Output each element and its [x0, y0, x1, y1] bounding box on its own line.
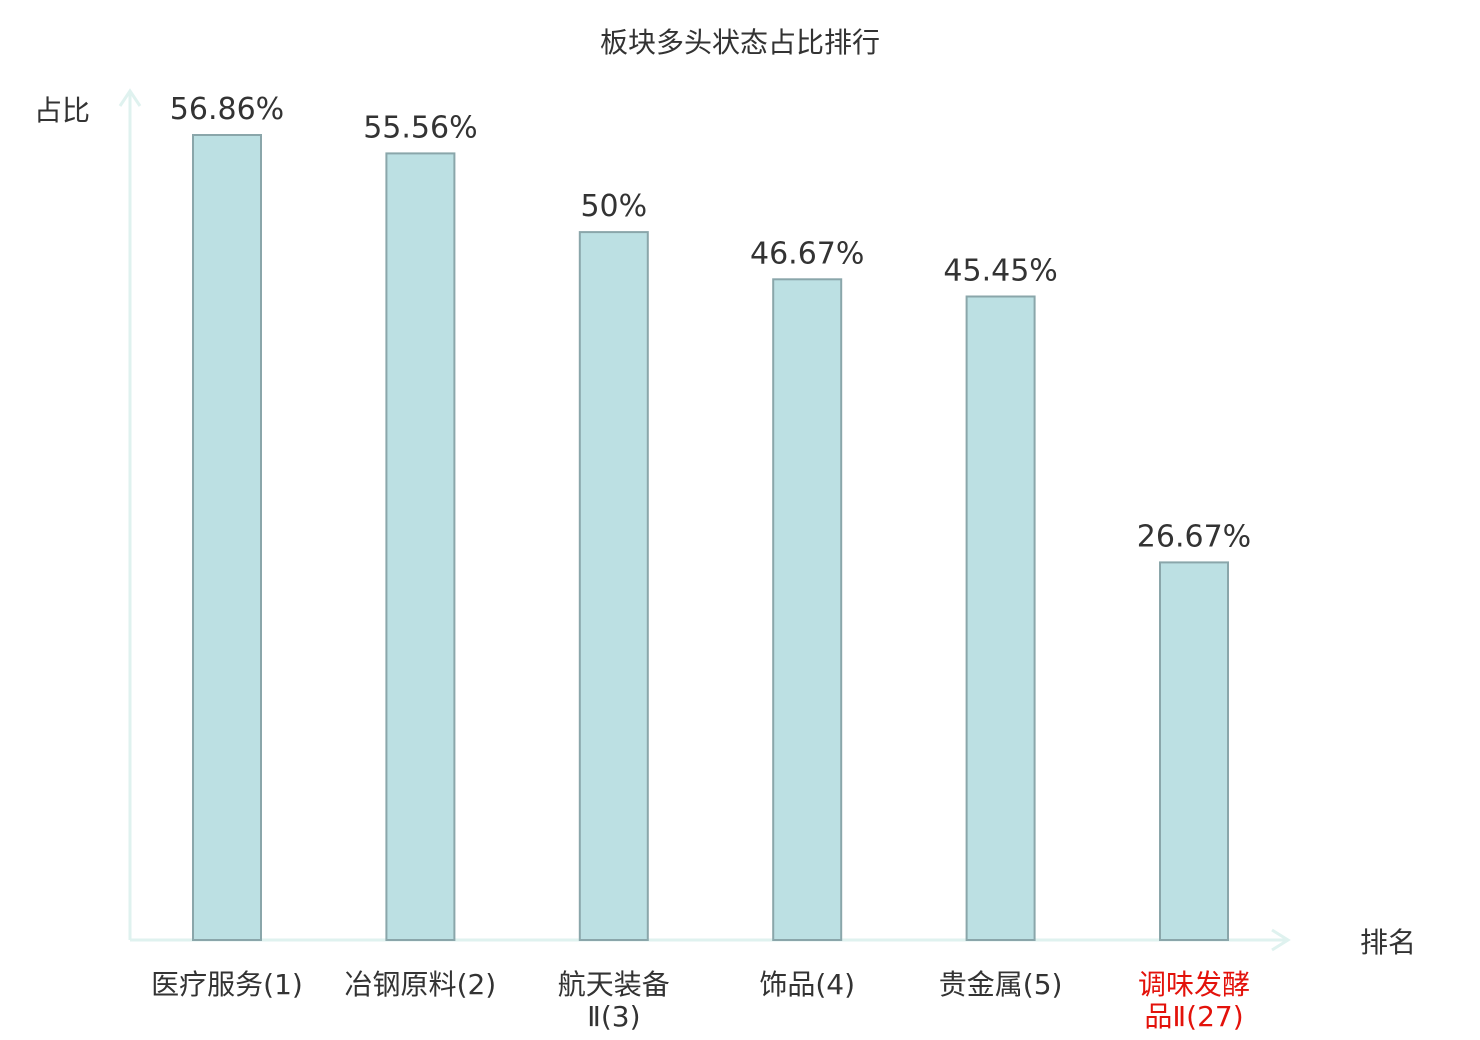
bar-value-label: 50%	[580, 189, 647, 224]
bars-group: 56.86% 医疗服务(1) 55.56% 冶钢原料(2) 50% 航天装备 Ⅱ(3) 46.…	[151, 92, 1251, 1033]
chart-title: 板块多头状态占比排行	[600, 26, 880, 59]
category-label-part: (5)	[1023, 968, 1063, 1001]
bar-value-label: 55.56%	[363, 110, 477, 145]
x-axis-arrow	[1271, 928, 1291, 952]
category-label-line: Ⅱ(3)	[587, 1000, 640, 1033]
bar	[578, 231, 649, 942]
bar-value-label: 45.45%	[943, 254, 1057, 289]
y-axis-title: 占比	[34, 94, 90, 127]
category-label-part: 饰品	[759, 968, 815, 1001]
x-axis-title: 排名	[1360, 926, 1416, 959]
bar	[385, 152, 456, 941]
category-label-part: (2)	[457, 968, 497, 1001]
bar-value-label: 26.67%	[1137, 519, 1251, 554]
bar	[772, 278, 843, 941]
category-label: 医疗服务(1)	[151, 968, 303, 1001]
bar	[965, 295, 1036, 941]
category-label-part: 医疗服务	[151, 968, 263, 1001]
category-label-part: 贵金属	[939, 968, 1023, 1001]
category-label-part: (1)	[263, 968, 303, 1001]
category-label-line: 调味发酵	[1138, 968, 1250, 1001]
category-label-line: 航天装备	[558, 968, 670, 1001]
y-axis-arrow	[118, 88, 142, 107]
bar	[192, 134, 262, 941]
category-label: 冶钢原料(2)	[345, 968, 497, 1001]
category-label: 调味发酵品Ⅱ(27)	[1138, 968, 1250, 1033]
category-label: 航天装备 Ⅱ(3)	[558, 968, 670, 1033]
category-label-line: 品Ⅱ(27)	[1144, 1000, 1243, 1033]
bar	[1159, 561, 1229, 942]
bar-value-label: 46.67%	[750, 236, 864, 271]
bar-value-label: 56.86%	[170, 92, 284, 127]
category-label-part: 冶钢原料	[345, 968, 457, 1001]
category-label: 贵金属(5)	[939, 968, 1063, 1001]
category-label-part: (4)	[815, 968, 855, 1001]
category-label: 饰品(4)	[759, 968, 855, 1001]
